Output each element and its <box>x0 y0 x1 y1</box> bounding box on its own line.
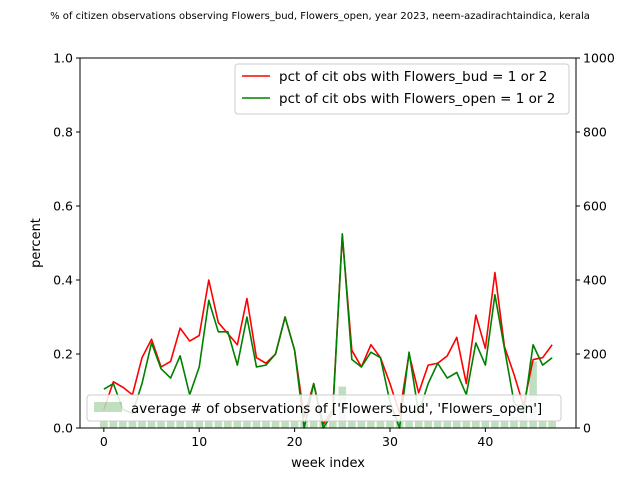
x-tick-label-10: 10 <box>191 434 207 449</box>
y2-tick-label-800: 800 <box>583 125 607 140</box>
bar-observation-count-46 <box>538 420 547 428</box>
bar-observation-count-12 <box>214 420 223 428</box>
bar-observation-count-32 <box>405 420 413 428</box>
bar-observation-count-18 <box>271 420 280 428</box>
y-tick-label-5: 1.0 <box>53 51 73 66</box>
bar-observation-count-1 <box>109 420 118 428</box>
bar-observation-count-17 <box>262 420 270 428</box>
bar-observation-count-16 <box>252 420 261 428</box>
y-tick-label-2: 0.4 <box>53 273 73 288</box>
bar-observation-count-4 <box>138 420 146 428</box>
bar-observation-count-47 <box>548 420 556 428</box>
legend-entry-flowers-bud: pct of cit obs with Flowers_bud = 1 or 2 <box>279 69 547 85</box>
bar-observation-count-38 <box>462 420 471 428</box>
legend-upper-right-box <box>234 63 570 115</box>
bar-observation-count-19 <box>281 420 289 428</box>
chart-title: % of citizen observations observing Flow… <box>50 11 590 22</box>
bar-observation-count-22 <box>309 420 318 428</box>
bar-observation-count-15 <box>243 420 251 428</box>
y2-tick-label-0: 0 <box>583 421 591 436</box>
x-axis-label: week index <box>291 456 365 471</box>
y-tick-label-0: 0.0 <box>53 421 73 436</box>
bar-observation-count-34 <box>424 420 432 428</box>
bar-observation-count-33 <box>414 420 423 428</box>
bar-observation-count-42 <box>500 420 509 428</box>
bar-observation-count-40 <box>481 420 490 428</box>
x-tick-label-30: 30 <box>382 434 398 449</box>
legend-swatch-observation-count <box>94 402 122 412</box>
bar-observation-count-41 <box>491 420 499 428</box>
bar-observation-count-7 <box>166 420 175 428</box>
y-tick-label-3: 0.6 <box>53 199 73 214</box>
bar-observation-count-0 <box>100 420 108 428</box>
y-tick-label-4: 0.8 <box>53 125 73 140</box>
y2-tick-label-400: 400 <box>583 273 607 288</box>
bar-observation-count-5 <box>147 420 156 428</box>
x-axis-ticks: 0 10 20 30 40 <box>100 428 493 449</box>
bar-observation-count-6 <box>157 420 165 428</box>
x-tick-label-40: 40 <box>477 434 493 449</box>
bar-observation-count-30 <box>386 420 394 428</box>
bar-observation-count-14 <box>233 420 242 428</box>
bar-observation-count-27 <box>357 420 366 428</box>
y-axis-ticks: 0.0 0.2 0.4 0.6 0.8 1.0 <box>53 51 80 436</box>
plot-frame <box>79 57 577 429</box>
legend-entry-flowers-open: pct of cit obs with Flowers_open = 1 or … <box>279 91 555 107</box>
bar-observation-count-43 <box>510 416 518 428</box>
bar-observation-count-9 <box>185 420 194 428</box>
legend-upper-right: pct of cit obs with Flowers_bud = 1 or 2… <box>234 63 570 115</box>
bar-observation-count-20 <box>290 420 299 428</box>
bar-observation-count-10 <box>195 420 204 428</box>
bar-observation-count-35 <box>433 420 442 428</box>
legend-lower-left-box <box>86 394 562 422</box>
bar-observation-count-13 <box>224 420 232 428</box>
y2-tick-label-600: 600 <box>583 199 607 214</box>
y2-tick-label-200: 200 <box>583 347 607 362</box>
x-tick-label-0: 0 <box>100 434 108 449</box>
bar-observation-count-39 <box>472 420 480 428</box>
x-tick-label-20: 20 <box>287 434 303 449</box>
legend-lower-left: average # of observations of ['Flowers_b… <box>86 394 562 422</box>
y2-axis-ticks: 0 200 400 600 800 1000 <box>576 51 615 436</box>
y-tick-label-1: 0.2 <box>53 347 73 362</box>
bar-observation-count-8 <box>176 420 184 428</box>
bar-observation-count-11 <box>204 420 213 428</box>
legend-entry-observation-count: average # of observations of ['Flowers_b… <box>131 401 542 417</box>
y2-tick-label-1000: 1000 <box>583 51 615 66</box>
bar-observation-count-28 <box>367 420 375 428</box>
bar-observation-count-37 <box>452 420 461 428</box>
y-axis-label: percent <box>29 218 44 268</box>
bar-observation-count-3 <box>128 420 137 428</box>
bar-observation-count-36 <box>443 420 452 428</box>
bar-observation-count-24 <box>328 420 337 428</box>
bar-observation-count-2 <box>119 420 127 428</box>
bar-observation-count-26 <box>348 420 356 428</box>
bar-observation-count-29 <box>376 420 385 428</box>
